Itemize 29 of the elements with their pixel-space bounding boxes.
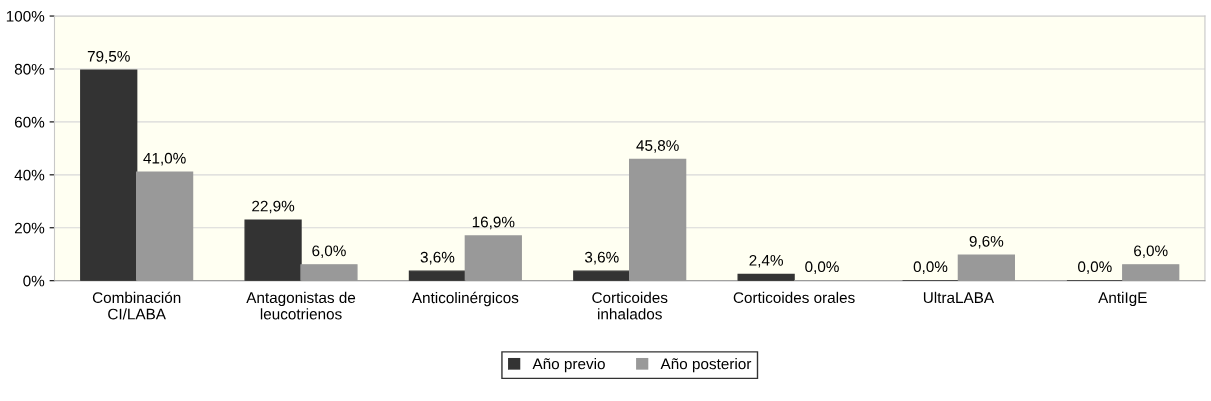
y-tick-label: 80%: [14, 63, 45, 75]
legend-label: Año previo: [532, 358, 605, 373]
data-label: 3,6%: [420, 251, 455, 265]
x-tick-label: UltraLABA: [923, 291, 995, 304]
x-tick-label: Combinación CI/LABA: [92, 291, 181, 320]
data-label: 9,6%: [969, 235, 1004, 249]
x-tick-label: Corticoides orales: [733, 291, 855, 304]
data-label: 6,0%: [1134, 245, 1168, 259]
x-tick-label: AntiIgE: [1098, 291, 1147, 307]
data-label: 45,8%: [636, 140, 679, 153]
x-tick-label: Corticoides inhalados: [592, 291, 668, 320]
data-label: 79,5%: [87, 50, 130, 64]
data-label: 0,0%: [805, 261, 839, 274]
data-label: 3,6%: [584, 251, 619, 265]
x-tick-label: Anticolinérgicos: [411, 291, 519, 307]
y-tick-label: 100%: [6, 10, 45, 22]
legend-label: Año posterior: [660, 358, 752, 373]
y-tick-label: 20%: [14, 222, 45, 234]
data-label: 16,9%: [472, 216, 515, 230]
x-tick-label: Antagonistas de leucotrienos: [246, 291, 356, 320]
data-label: 41,0%: [143, 152, 186, 166]
y-tick-label: 40%: [14, 169, 45, 181]
y-tick-label: 0%: [23, 275, 45, 287]
data-label: 0,0%: [1078, 261, 1112, 274]
data-label: 2,4%: [749, 254, 783, 268]
data-label: 0,0%: [913, 261, 948, 274]
y-tick-label: 60%: [14, 116, 45, 128]
data-label: 22,9%: [252, 200, 295, 214]
data-label: 6,0%: [312, 245, 346, 259]
